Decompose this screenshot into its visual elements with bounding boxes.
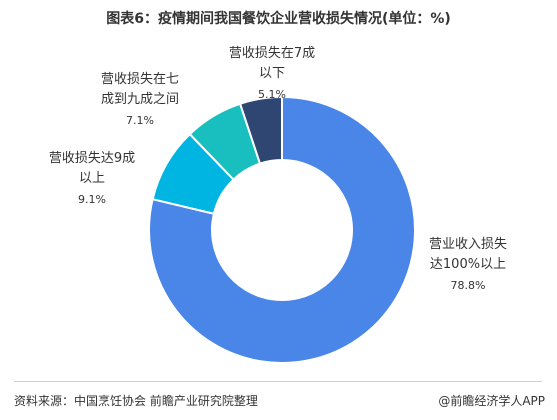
slice-label-2: 营收损失在七成到九成之间 [101,72,179,107]
slice-percent-3: 5.1% [258,88,286,101]
source-note: 资料来源：中国烹饪协会 前瞻产业研究院整理 [14,394,258,408]
label-group: 营业收入损失达100%以上 78.8% 营收损失达9成以上 9.1% 营收损失在七成到九… [49,46,507,292]
slice-percent-0: 78.8% [451,279,486,292]
donut-slice-3 [238,95,283,165]
slice-label-1: 营收损失达9成以上 [49,151,135,186]
chart-title: 图表6：疫情期间我国餐饮企业营收损失情况(单位：%) [106,11,451,27]
slice-label-3: 营收损失在7成以下 [229,46,315,81]
slice-label-0: 营业收入损失达100%以上 [429,237,507,272]
donut-slice-0 [148,95,416,364]
footer-divider [14,381,542,382]
slice-group [148,95,416,364]
slice-percent-1: 9.1% [78,193,106,206]
credit-note: @前瞻经济学人APP [438,394,545,408]
slice-percent-2: 7.1% [126,114,154,127]
